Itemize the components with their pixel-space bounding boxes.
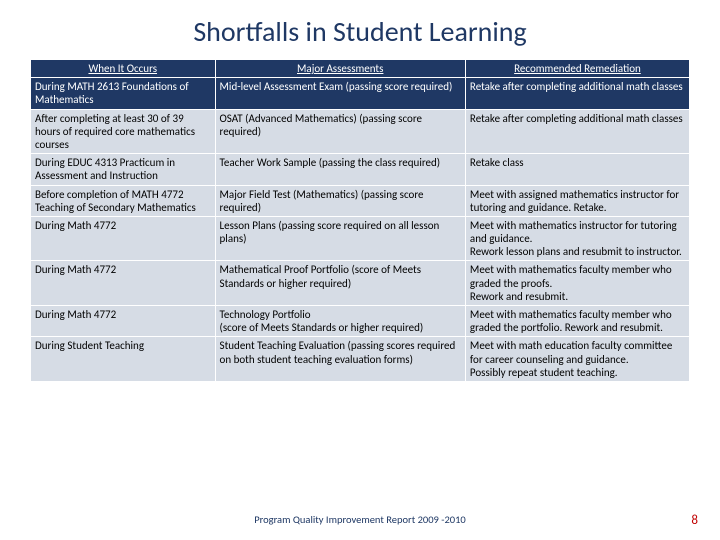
- table-cell: During Student Teaching: [31, 337, 216, 382]
- table-cell: During Math 4772: [31, 216, 216, 261]
- table-cell: During Math 4772: [31, 306, 216, 337]
- table-cell: After completing at least 30 of 39 hours…: [31, 109, 216, 154]
- table-cell: Lesson Plans (passing score required on …: [215, 216, 465, 261]
- col-header: When It Occurs: [31, 60, 216, 78]
- table-cell: Before completion of MATH 4772 Teaching …: [31, 185, 216, 216]
- table-cell: Retake class: [465, 154, 689, 185]
- table-row: After completing at least 30 of 39 hours…: [31, 109, 690, 154]
- table-row: During Math 4772Technology Portfolio (sc…: [31, 306, 690, 337]
- table-cell: Mathematical Proof Portfolio (score of M…: [215, 261, 465, 306]
- page-number: 8: [691, 513, 698, 528]
- col-header: Recommended Remediation: [465, 60, 689, 78]
- table-body: During MATH 2613 Foundations of Mathemat…: [31, 78, 690, 382]
- table-row: During Math 4772Lesson Plans (passing sc…: [31, 216, 690, 261]
- table-cell: Meet with mathematics faculty member who…: [465, 261, 689, 306]
- table-header-row: When It Occurs Major Assessments Recomme…: [31, 60, 690, 78]
- table-cell: Retake after completing additional math …: [465, 109, 689, 154]
- table-cell: Mid-level Assessment Exam (passing score…: [215, 78, 465, 109]
- table-cell: Meet with assigned mathematics instructo…: [465, 185, 689, 216]
- table-cell: Major Field Test (Mathematics) (passing …: [215, 185, 465, 216]
- footer-text: Program Quality Improvement Report 2009 …: [0, 513, 720, 526]
- table-cell: During MATH 2613 Foundations of Mathemat…: [31, 78, 216, 109]
- table-cell: Meet with math education faculty committ…: [465, 337, 689, 382]
- table-cell: OSAT (Advanced Mathematics) (passing sco…: [215, 109, 465, 154]
- table-cell: Student Teaching Evaluation (passing sco…: [215, 337, 465, 382]
- table-cell: During Math 4772: [31, 261, 216, 306]
- slide: Shortfalls in Student Learning When It O…: [0, 0, 720, 540]
- table-cell: Retake after completing additional math …: [465, 78, 689, 109]
- table-cell: Teacher Work Sample (passing the class r…: [215, 154, 465, 185]
- col-header: Major Assessments: [215, 60, 465, 78]
- table-row: Before completion of MATH 4772 Teaching …: [31, 185, 690, 216]
- table-cell: Technology Portfolio (score of Meets Sta…: [215, 306, 465, 337]
- table-row: During EDUC 4313 Practicum in Assessment…: [31, 154, 690, 185]
- table-row: During Student TeachingStudent Teaching …: [31, 337, 690, 382]
- shortfalls-table: When It Occurs Major Assessments Recomme…: [30, 59, 690, 382]
- table-cell: Meet with mathematics instructor for tut…: [465, 216, 689, 261]
- table-row: During Math 4772Mathematical Proof Portf…: [31, 261, 690, 306]
- table-row: During MATH 2613 Foundations of Mathemat…: [31, 78, 690, 109]
- table-cell: Meet with mathematics faculty member who…: [465, 306, 689, 337]
- slide-title: Shortfalls in Student Learning: [30, 14, 690, 49]
- table-cell: During EDUC 4313 Practicum in Assessment…: [31, 154, 216, 185]
